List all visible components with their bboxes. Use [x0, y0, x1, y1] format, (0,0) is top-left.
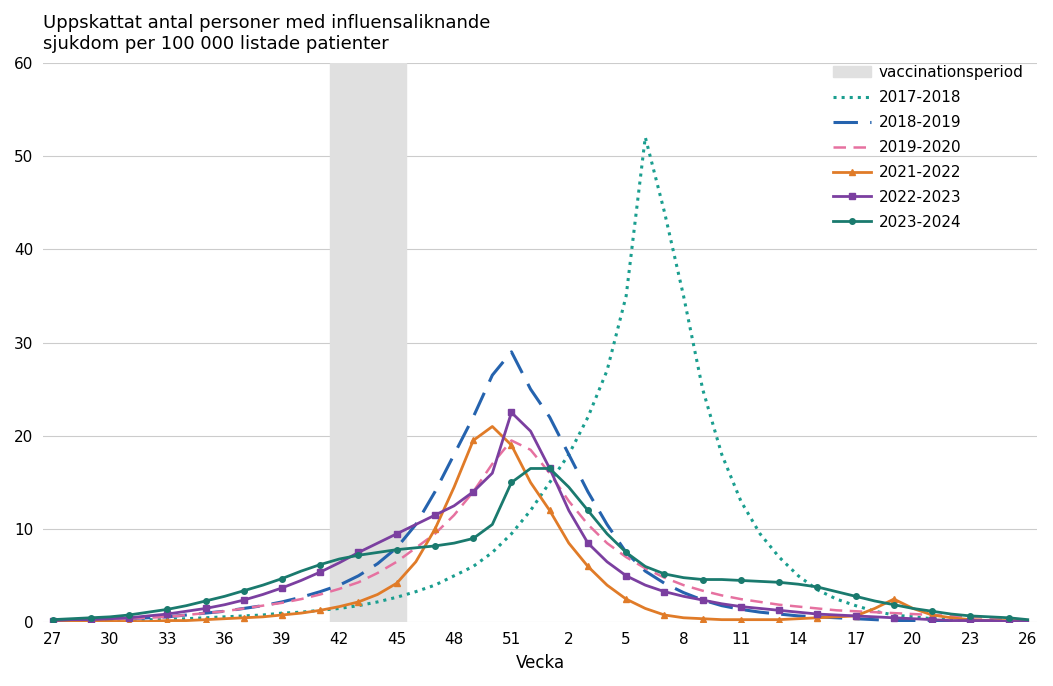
2019-2020: [524, 446, 537, 454]
2017-2018: [639, 133, 652, 141]
2018-2019: [46, 617, 59, 625]
2019-2020: [123, 615, 136, 623]
2023-2024: [46, 615, 59, 624]
2023-2024: [505, 478, 518, 486]
2023-2024: [391, 545, 403, 554]
2022-2023: [123, 614, 136, 622]
2018-2019: [926, 617, 938, 626]
2018-2019: [1021, 617, 1034, 626]
2021-2022: [696, 615, 709, 623]
2019-2020: [505, 436, 518, 445]
2017-2018: [505, 530, 518, 538]
2022-2023: [524, 427, 537, 436]
2021-2022: [486, 423, 499, 431]
2017-2018: [46, 617, 59, 626]
Line: 2023-2024: 2023-2024: [49, 466, 1031, 622]
Text: Uppskattat antal personer med influensaliknande
sjukdom per 100 000 listade pati: Uppskattat antal personer med influensal…: [43, 14, 491, 53]
2023-2024: [965, 612, 977, 620]
2017-2018: [1021, 617, 1034, 626]
2023-2024: [524, 464, 537, 473]
2018-2019: [658, 579, 671, 587]
2022-2023: [581, 539, 594, 547]
X-axis label: Vecka: Vecka: [516, 654, 564, 672]
2019-2020: [46, 617, 59, 626]
2017-2018: [123, 617, 136, 625]
2022-2023: [46, 617, 59, 625]
2019-2020: [658, 573, 671, 582]
2021-2022: [965, 615, 977, 624]
2022-2023: [1021, 617, 1034, 626]
Line: 2022-2023: 2022-2023: [49, 410, 1031, 624]
2021-2022: [46, 617, 59, 626]
2023-2024: [123, 611, 136, 619]
2019-2020: [696, 587, 709, 595]
2018-2019: [391, 544, 403, 552]
2017-2018: [696, 385, 709, 393]
2019-2020: [965, 613, 977, 621]
2018-2019: [581, 488, 594, 496]
2018-2019: [505, 348, 518, 356]
2021-2022: [123, 617, 136, 626]
2022-2023: [658, 587, 671, 595]
2023-2024: [1021, 615, 1034, 624]
2019-2020: [1021, 615, 1034, 624]
Line: 2021-2022: 2021-2022: [49, 424, 1031, 624]
2019-2020: [391, 558, 403, 566]
2021-2022: [524, 478, 537, 486]
2022-2023: [505, 408, 518, 416]
2018-2019: [524, 385, 537, 393]
Line: 2018-2019: 2018-2019: [53, 352, 1028, 622]
2017-2018: [658, 208, 671, 216]
2022-2023: [391, 530, 403, 538]
2021-2022: [391, 579, 403, 587]
2021-2022: [1021, 617, 1034, 626]
Legend: vaccinationsperiod, 2017-2018, 2018-2019, 2019-2020, 2021-2022, 2022-2023, 2023-: vaccinationsperiod, 2017-2018, 2018-2019…: [827, 59, 1030, 236]
Line: 2017-2018: 2017-2018: [53, 137, 1028, 622]
2022-2023: [1002, 617, 1015, 626]
2021-2022: [658, 611, 671, 619]
2018-2019: [123, 615, 136, 623]
Line: 2019-2020: 2019-2020: [53, 440, 1028, 622]
2022-2023: [696, 596, 709, 604]
2023-2024: [658, 570, 671, 578]
2017-2018: [965, 617, 977, 625]
2023-2024: [696, 576, 709, 584]
2017-2018: [391, 593, 403, 602]
Bar: [330, 62, 406, 622]
2018-2019: [696, 596, 709, 604]
